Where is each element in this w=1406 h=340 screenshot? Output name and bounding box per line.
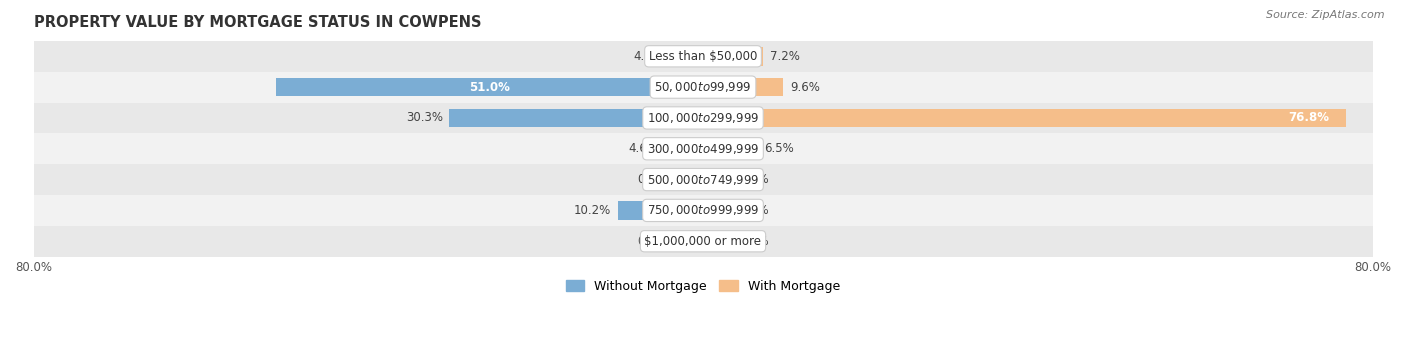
- Text: 0.0%: 0.0%: [637, 173, 666, 186]
- Text: PROPERTY VALUE BY MORTGAGE STATUS IN COWPENS: PROPERTY VALUE BY MORTGAGE STATUS IN COW…: [34, 15, 481, 30]
- Text: $300,000 to $499,999: $300,000 to $499,999: [647, 142, 759, 156]
- Bar: [34, 164, 1372, 195]
- Bar: [617, 201, 703, 220]
- Text: $50,000 to $99,999: $50,000 to $99,999: [654, 80, 752, 94]
- Bar: [673, 170, 703, 189]
- Bar: [34, 103, 1372, 133]
- Text: 0.0%: 0.0%: [637, 235, 666, 248]
- Bar: [703, 78, 783, 96]
- Bar: [450, 109, 703, 127]
- Text: 76.8%: 76.8%: [1288, 112, 1329, 124]
- Text: Source: ZipAtlas.com: Source: ZipAtlas.com: [1267, 10, 1385, 20]
- Bar: [34, 226, 1372, 257]
- Text: 51.0%: 51.0%: [470, 81, 510, 94]
- Text: $750,000 to $999,999: $750,000 to $999,999: [647, 203, 759, 217]
- Text: 9.6%: 9.6%: [790, 81, 820, 94]
- Bar: [34, 195, 1372, 226]
- Text: $100,000 to $299,999: $100,000 to $299,999: [647, 111, 759, 125]
- Text: 0.0%: 0.0%: [740, 173, 769, 186]
- Text: 0.0%: 0.0%: [740, 204, 769, 217]
- Bar: [703, 139, 758, 158]
- Bar: [34, 133, 1372, 164]
- Text: 4.0%: 4.0%: [633, 50, 662, 63]
- Bar: [703, 201, 733, 220]
- Text: 30.3%: 30.3%: [406, 112, 443, 124]
- Bar: [673, 232, 703, 251]
- Bar: [34, 72, 1372, 103]
- Bar: [703, 170, 733, 189]
- Text: 4.6%: 4.6%: [628, 142, 658, 155]
- Bar: [669, 47, 703, 66]
- Text: 6.5%: 6.5%: [763, 142, 794, 155]
- Text: 10.2%: 10.2%: [574, 204, 612, 217]
- Text: $1,000,000 or more: $1,000,000 or more: [644, 235, 762, 248]
- Bar: [34, 41, 1372, 72]
- Text: $500,000 to $749,999: $500,000 to $749,999: [647, 173, 759, 187]
- Bar: [703, 232, 733, 251]
- Bar: [276, 78, 703, 96]
- Text: 0.0%: 0.0%: [740, 235, 769, 248]
- Bar: [703, 109, 1346, 127]
- Legend: Without Mortgage, With Mortgage: Without Mortgage, With Mortgage: [561, 275, 845, 298]
- Text: Less than $50,000: Less than $50,000: [648, 50, 758, 63]
- Bar: [665, 139, 703, 158]
- Bar: [703, 47, 763, 66]
- Text: 7.2%: 7.2%: [770, 50, 800, 63]
